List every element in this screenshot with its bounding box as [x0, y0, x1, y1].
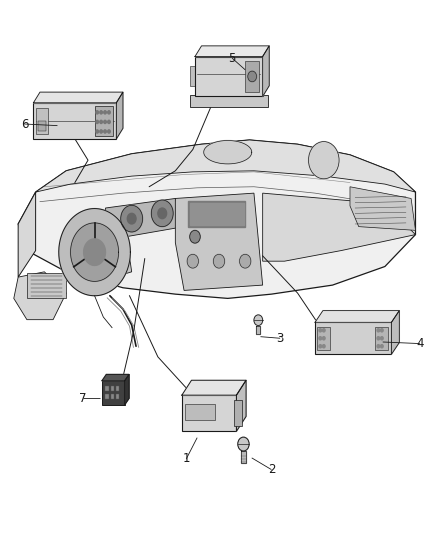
Circle shape — [151, 200, 173, 227]
Circle shape — [100, 130, 102, 133]
Text: 2: 2 — [268, 463, 275, 476]
Circle shape — [381, 345, 383, 348]
Circle shape — [381, 329, 383, 332]
Circle shape — [104, 120, 106, 124]
Polygon shape — [18, 140, 416, 298]
Polygon shape — [204, 141, 252, 164]
Circle shape — [108, 130, 110, 133]
Polygon shape — [117, 92, 123, 139]
Circle shape — [96, 130, 99, 133]
Circle shape — [158, 208, 166, 219]
Bar — [95, 106, 113, 136]
Circle shape — [377, 345, 380, 348]
Bar — [116, 385, 120, 391]
Polygon shape — [392, 311, 399, 354]
Circle shape — [127, 213, 136, 224]
Circle shape — [308, 142, 339, 179]
Polygon shape — [263, 46, 269, 96]
Circle shape — [381, 337, 383, 340]
Polygon shape — [79, 211, 132, 282]
Bar — [33, 103, 117, 139]
Text: 7: 7 — [79, 392, 87, 405]
Circle shape — [108, 111, 110, 114]
Circle shape — [377, 329, 380, 332]
Circle shape — [377, 337, 380, 340]
Text: 1: 1 — [183, 453, 190, 465]
Text: 5: 5 — [228, 52, 236, 64]
Polygon shape — [315, 311, 399, 322]
Bar — [190, 67, 195, 86]
Circle shape — [254, 315, 263, 326]
Bar — [182, 395, 237, 431]
Bar — [315, 322, 392, 354]
Bar — [375, 327, 388, 350]
Circle shape — [322, 345, 325, 348]
Circle shape — [100, 120, 102, 124]
Bar — [190, 203, 244, 225]
Circle shape — [104, 130, 106, 133]
Circle shape — [319, 329, 321, 332]
Polygon shape — [102, 374, 129, 381]
Circle shape — [96, 111, 99, 114]
Circle shape — [240, 254, 251, 268]
Polygon shape — [263, 193, 416, 261]
Bar — [35, 108, 48, 134]
Bar — [116, 394, 120, 399]
Bar — [185, 404, 215, 421]
Circle shape — [319, 345, 321, 348]
Circle shape — [322, 337, 325, 340]
Circle shape — [108, 120, 110, 124]
Polygon shape — [182, 380, 246, 395]
Circle shape — [187, 254, 198, 268]
Polygon shape — [71, 223, 119, 281]
Polygon shape — [18, 192, 35, 277]
Polygon shape — [350, 187, 416, 230]
Polygon shape — [33, 92, 123, 103]
Polygon shape — [175, 193, 263, 290]
Text: 4: 4 — [416, 337, 424, 350]
Circle shape — [322, 329, 325, 332]
Bar — [190, 95, 268, 107]
Polygon shape — [241, 451, 246, 463]
Bar — [317, 327, 330, 350]
Bar — [263, 67, 268, 86]
Circle shape — [104, 111, 106, 114]
Polygon shape — [237, 380, 246, 431]
Bar — [195, 56, 263, 96]
Bar — [111, 394, 114, 399]
Circle shape — [213, 254, 225, 268]
Bar — [234, 400, 242, 426]
Polygon shape — [84, 239, 106, 265]
Circle shape — [238, 437, 249, 451]
Polygon shape — [59, 208, 131, 296]
Polygon shape — [256, 326, 261, 334]
Polygon shape — [14, 272, 66, 320]
Bar — [38, 121, 46, 132]
Bar — [106, 385, 109, 391]
Circle shape — [248, 71, 257, 82]
Bar — [188, 201, 245, 227]
Bar — [111, 385, 114, 391]
Text: 6: 6 — [21, 118, 28, 131]
Circle shape — [100, 111, 102, 114]
Bar — [102, 381, 125, 405]
Polygon shape — [195, 46, 269, 56]
Polygon shape — [125, 374, 129, 405]
Text: 3: 3 — [276, 332, 284, 345]
Circle shape — [121, 205, 143, 232]
Circle shape — [96, 120, 99, 124]
Circle shape — [319, 337, 321, 340]
Polygon shape — [106, 198, 184, 237]
Bar — [106, 394, 109, 399]
Polygon shape — [35, 140, 416, 192]
Circle shape — [190, 230, 200, 243]
Bar — [245, 61, 259, 92]
Polygon shape — [27, 273, 66, 298]
